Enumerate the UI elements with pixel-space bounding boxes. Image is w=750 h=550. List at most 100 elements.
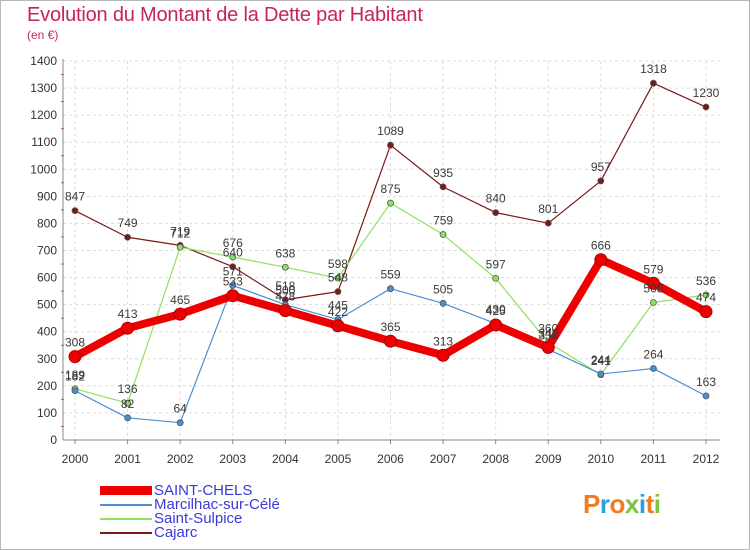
x-tick-label: 2000 (62, 452, 89, 466)
legend-label: Marcilhac-sur-Célé (154, 496, 280, 513)
chart-title: Evolution du Montant de la Dette par Hab… (27, 4, 423, 26)
data-point (597, 177, 605, 185)
y-tick-label: 600 (37, 271, 57, 285)
y-tick-label: 200 (37, 379, 57, 393)
data-label: 536 (696, 274, 716, 288)
legend-swatch (100, 486, 152, 495)
data-point (439, 299, 447, 307)
x-tick-label: 2004 (272, 452, 299, 466)
data-label: 241 (591, 354, 611, 368)
data-label: 1089 (377, 124, 404, 138)
y-tick-label: 700 (37, 244, 57, 258)
data-label: 598 (328, 257, 348, 271)
data-label: 559 (380, 268, 400, 282)
data-point (334, 288, 342, 296)
data-point (278, 304, 292, 318)
data-label: 430 (486, 303, 506, 317)
legend-item-saint-chels: SAINT-CHELS (100, 482, 330, 499)
logo-letter: x (624, 489, 639, 519)
data-label: 935 (433, 166, 453, 180)
x-tick-label: 2009 (535, 452, 562, 466)
legend: SAINT-CHELS Marcilhac-sur-Célé Saint-Sul… (100, 482, 330, 541)
data-label: 571 (223, 264, 243, 278)
data-label: 749 (118, 216, 138, 230)
legend-label: Cajarc (154, 524, 198, 541)
data-label: 666 (591, 239, 611, 253)
data-point (176, 243, 184, 251)
data-point (436, 348, 450, 362)
data-label: 518 (275, 279, 295, 293)
data-point (489, 318, 503, 332)
y-tick-label: 900 (37, 189, 57, 203)
data-label: 759 (433, 214, 453, 228)
data-label: 422 (328, 305, 348, 319)
data-point (226, 289, 240, 303)
data-label: 508 (643, 281, 663, 295)
data-label: 335 (538, 328, 558, 342)
proxiti-logo: Proxiti (583, 489, 661, 520)
y-tick-label: 0 (50, 433, 57, 447)
y-tick-label: 800 (37, 216, 57, 230)
data-label: 189 (65, 368, 85, 382)
chart-unit: (en €) (27, 28, 59, 42)
data-label: 597 (486, 257, 506, 271)
data-point (334, 274, 342, 282)
data-label: 474 (696, 291, 716, 305)
y-tick-label: 300 (37, 352, 57, 366)
y-tick-label: 500 (37, 298, 57, 312)
data-label: 676 (223, 236, 243, 250)
data-point (699, 305, 713, 319)
legend-label: Saint-Sulpice (154, 510, 243, 527)
data-point (387, 141, 394, 149)
data-label: 342 (538, 326, 558, 340)
data-point (229, 253, 237, 261)
data-point (439, 183, 447, 191)
data-label: 365 (380, 320, 400, 334)
data-point (387, 285, 394, 293)
y-tick-label: 400 (37, 325, 57, 339)
logo-letter: t (645, 489, 655, 519)
data-label: 505 (433, 282, 453, 296)
data-label: 264 (643, 348, 663, 362)
data-label: 244 (591, 353, 611, 367)
data-point (124, 399, 131, 407)
data-label: 957 (591, 160, 611, 174)
data-point (387, 199, 394, 207)
data-point (173, 307, 187, 321)
data-label: 500 (275, 284, 295, 298)
data-point (544, 219, 552, 227)
x-tick-label: 2001 (114, 452, 141, 466)
legend-item-cajarc: Cajarc (100, 524, 330, 541)
legend-swatch (100, 518, 152, 520)
data-label: 425 (486, 304, 506, 318)
data-label: 360 (538, 322, 558, 336)
data-point (124, 414, 131, 422)
y-tick-label: 1400 (30, 54, 57, 68)
data-label: 136 (118, 382, 138, 396)
data-point (597, 370, 605, 378)
data-label: 64 (173, 402, 187, 416)
data-point (229, 263, 237, 271)
data-point (650, 79, 657, 87)
x-tick-label: 2005 (325, 452, 352, 466)
data-point (71, 207, 79, 215)
y-tick-label: 1200 (30, 108, 57, 122)
data-point (650, 299, 657, 306)
data-point (331, 319, 345, 333)
x-tick-label: 2007 (430, 452, 457, 466)
data-label: 308 (65, 336, 85, 350)
data-point (281, 263, 289, 271)
y-tick-label: 1300 (30, 81, 57, 95)
logo-letter: o (609, 489, 625, 519)
data-label: 579 (643, 262, 663, 276)
data-label: 875 (380, 182, 400, 196)
data-point (229, 282, 237, 289)
data-point (176, 419, 184, 427)
y-tick-label: 1000 (30, 162, 57, 176)
logo-letter: i (653, 489, 661, 519)
data-label: 719 (170, 224, 190, 238)
legend-swatch (100, 532, 152, 534)
x-tick-label: 2008 (482, 452, 509, 466)
data-point (702, 291, 710, 299)
data-label: 313 (433, 334, 453, 348)
